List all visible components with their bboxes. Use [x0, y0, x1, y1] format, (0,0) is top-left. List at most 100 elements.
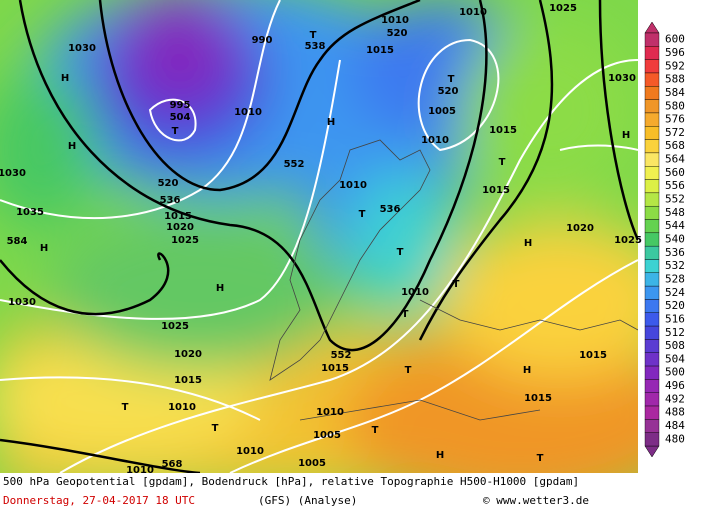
pressure-center: H [40, 243, 48, 254]
contour-label: 1010 [459, 7, 487, 18]
colorbar-label: 548 [665, 206, 685, 219]
colorbar-swatch [644, 432, 660, 447]
contour-label: 1010 [316, 407, 344, 418]
contour-label: 1025 [171, 235, 199, 246]
colorbar-label: 552 [665, 193, 685, 206]
contour-label: 1010 [236, 446, 264, 457]
colorbar-swatch [644, 245, 660, 260]
contour-label: 504 [170, 112, 191, 123]
contour-label: 1010 [168, 402, 196, 413]
colorbar-label: 528 [665, 272, 685, 285]
contour-label: 1005 [313, 430, 341, 441]
colorbar-label: 488 [665, 406, 685, 419]
colorbar-label: 536 [665, 246, 685, 259]
colorbar-label: 576 [665, 113, 685, 126]
pressure-center: T [537, 453, 544, 464]
colorbar-label: 484 [665, 419, 685, 432]
colorbar-label: 544 [665, 219, 685, 232]
colorbar-label: 556 [665, 179, 685, 192]
contour-label: 1030 [0, 168, 26, 179]
colorbar-swatch [644, 365, 660, 380]
contour-label: 568 [162, 459, 183, 470]
pressure-center: T [172, 126, 179, 137]
colorbar-label: 508 [665, 339, 685, 352]
contour-label: 1015 [174, 375, 202, 386]
footer-date: Donnerstag, 27-04-2017 18 UTC [3, 494, 195, 507]
colorbar-swatch [644, 59, 660, 74]
colorbar-swatch [644, 99, 660, 114]
pressure-center: T [212, 423, 219, 434]
colorbar-label: 492 [665, 392, 685, 405]
contour-label: 1030 [8, 297, 36, 308]
colorbar-label: 568 [665, 139, 685, 152]
contour-label: 995 [170, 100, 191, 111]
colorbar-swatch [644, 205, 660, 220]
pressure-center: H [68, 141, 76, 152]
colorbar-label: 572 [665, 126, 685, 139]
contour-label: 538 [305, 41, 326, 52]
colorbar-label: 588 [665, 73, 685, 86]
contour-label: 1015 [366, 45, 394, 56]
colorbar-label: 516 [665, 312, 685, 325]
pressure-center: H [524, 238, 532, 249]
pressure-center: T [397, 247, 404, 258]
colorbar-swatch [644, 405, 660, 420]
pressure-center: H [216, 283, 224, 294]
colorbar-swatch [644, 419, 660, 433]
colorbar-swatch [644, 312, 660, 327]
colorbar-label: 580 [665, 99, 685, 112]
pressure-center: T [499, 157, 506, 168]
contour-label: 1010 [421, 135, 449, 146]
colorbar-swatch [644, 285, 660, 300]
colorbar-label: 600 [665, 33, 685, 46]
colorbar-label: 596 [665, 46, 685, 59]
pressure-center: H [523, 365, 531, 376]
colorbar-label: 480 [665, 432, 685, 445]
colorbar-swatch [644, 152, 660, 167]
colorbar-swatch [644, 139, 660, 154]
colorbar-swatch [644, 352, 660, 367]
pressure-center: T [402, 309, 409, 320]
colorbar-swatch [644, 232, 660, 247]
colorbar-swatch [644, 179, 660, 194]
colorbar-label: 504 [665, 352, 685, 365]
colorbar-swatch [644, 272, 660, 287]
colorbar-label: 592 [665, 59, 685, 72]
colorbar-swatch [644, 126, 660, 140]
colorbar-label: 524 [665, 286, 685, 299]
colorbar-swatch [644, 392, 660, 407]
contour-label: 536 [380, 204, 401, 215]
contour-label: 1010 [401, 287, 429, 298]
contour-label: 1015 [489, 125, 517, 136]
colorbar-swatch [644, 112, 660, 127]
colorbar-swatch [644, 46, 660, 60]
colorbar-swatch [644, 299, 660, 313]
pressure-center: T [122, 402, 129, 413]
contour-label: 1015 [579, 350, 607, 361]
pressure-center: T [405, 365, 412, 376]
map-labels: H H 1030 H 584 1030 1035 1030 504 T 995 990 520 536 10… [0, 3, 642, 476]
pressure-center: H [622, 130, 630, 141]
colorbar-label: 532 [665, 259, 685, 272]
contour-label: 1025 [161, 321, 189, 332]
contour-label: 1025 [614, 235, 642, 246]
pressure-center: T [372, 425, 379, 436]
contour-label: 1035 [16, 207, 44, 218]
contour-label: 1030 [68, 43, 96, 54]
pressure-center: T [310, 30, 317, 41]
colorbar-label: 520 [665, 299, 685, 312]
colorbar-label: 584 [665, 86, 685, 99]
colorbar-swatch [644, 192, 660, 207]
colorbar-swatch [644, 86, 660, 100]
colorbar-swatch [644, 379, 660, 393]
colorbar-swatch [644, 219, 660, 234]
contour-label: 520 [387, 28, 408, 39]
colorbar-label: 540 [665, 233, 685, 246]
pressure-center: H [436, 450, 444, 461]
colorbar-label: 564 [665, 153, 685, 166]
footer [0, 473, 704, 513]
contour-label: 1015 [164, 211, 192, 222]
contour-label: 584 [7, 236, 28, 247]
contour-label: 990 [252, 35, 273, 46]
pressure-center: T [448, 74, 455, 85]
